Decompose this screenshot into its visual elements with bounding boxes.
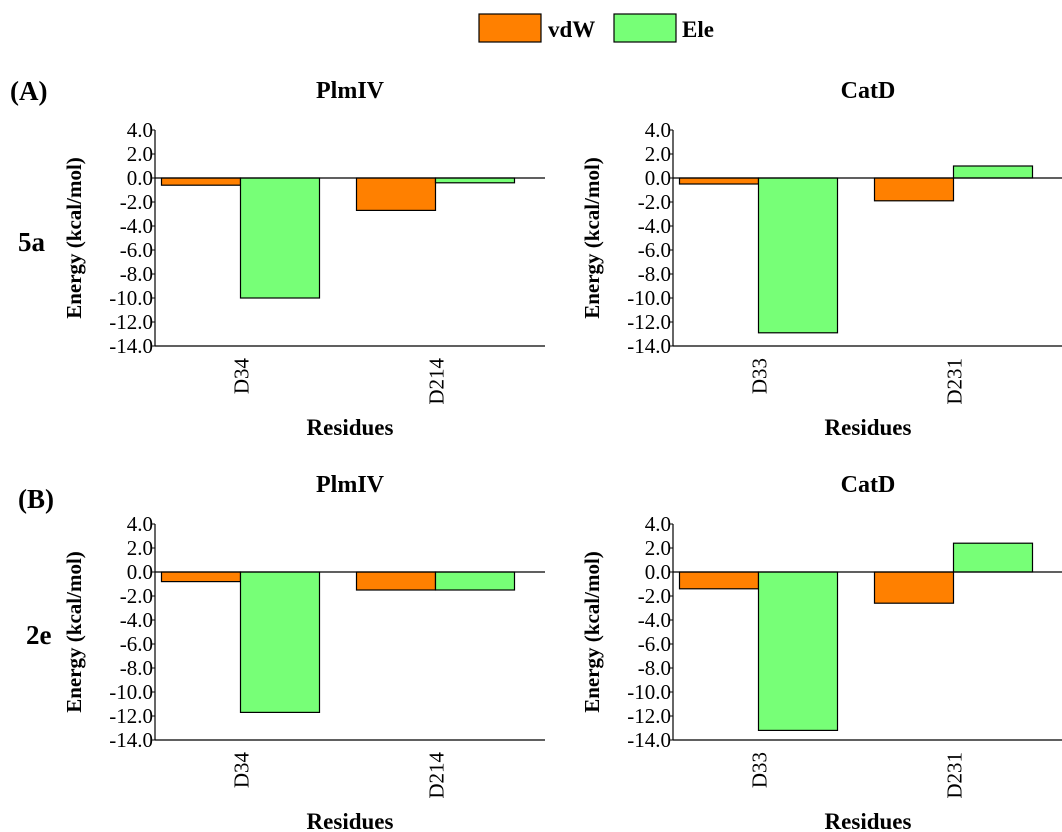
chart-title: CatD <box>841 78 896 104</box>
bar-ele-d33 <box>757 571 839 731</box>
x-tick-label: D34 <box>230 752 254 789</box>
bar-ele-d214 <box>434 177 516 184</box>
bar-ele-d214 <box>434 571 516 591</box>
y-tick-label: -8.0 <box>638 656 671 680</box>
y-tick-label: 0.0 <box>645 560 671 584</box>
x-tick-label: D34 <box>230 358 254 395</box>
bar-vdw-d33 <box>678 177 760 185</box>
legend-swatch-vdw <box>478 13 542 43</box>
y-tick-label: -14.0 <box>627 334 671 358</box>
x-axis-label: Residues <box>825 809 912 832</box>
y-tick-label: -8.0 <box>120 656 153 680</box>
y-tick-label: -2.0 <box>638 190 671 214</box>
y-tick-label: -12.0 <box>109 310 153 334</box>
x-tick-label: D231 <box>943 752 967 799</box>
legend: vdW Ele <box>478 13 714 43</box>
y-tick-label: 0.0 <box>127 560 153 584</box>
y-tick-label: 0.0 <box>645 166 671 190</box>
y-tick-label: -4.0 <box>638 214 671 238</box>
y-axis-label: Energy (kcal/mol) <box>62 157 86 319</box>
y-tick-label: 2.0 <box>127 142 153 166</box>
ligand-label-2e: 2e <box>26 620 52 650</box>
y-tick-label: -10.0 <box>627 286 671 310</box>
y-tick-label: -8.0 <box>638 262 671 286</box>
bar-ele-d34 <box>239 571 321 713</box>
chart-5a-catd: CatD 4.02.00.0-2.0-4.0-6.0-8.0-10.0-12.0-… <box>580 78 1062 440</box>
y-tick-label: -14.0 <box>627 728 671 752</box>
bar-vdw-d214 <box>355 571 437 591</box>
x-tick-label: D33 <box>748 358 772 394</box>
y-tick-label: -10.0 <box>627 680 671 704</box>
ligand-label-5a: 5a <box>18 227 46 257</box>
y-tick-label: -8.0 <box>120 262 153 286</box>
bar-ele-d33 <box>757 177 839 334</box>
legend-label-vdw: vdW <box>548 17 595 42</box>
bar-vdw-d231 <box>873 177 955 202</box>
y-axis-label: Energy (kcal/mol) <box>62 551 86 713</box>
panel-label-a: (A) <box>10 76 47 106</box>
y-tick-label: 0.0 <box>127 166 153 190</box>
x-tick-label: D33 <box>748 752 772 788</box>
bar-ele-d231 <box>952 542 1034 573</box>
y-tick-label: 2.0 <box>645 142 671 166</box>
bar-vdw-d34 <box>160 571 242 583</box>
bar-vdw-d33 <box>678 571 760 590</box>
y-tick-label: -10.0 <box>109 680 153 704</box>
y-tick-label: -4.0 <box>120 214 153 238</box>
chart-2e-plmiv: PlmIV 4.02.00.0-2.0-4.0-6.0-8.0-10.0-12.0… <box>62 472 545 832</box>
chart-title: CatD <box>841 472 896 498</box>
y-tick-label: -12.0 <box>627 704 671 728</box>
y-tick-label: -12.0 <box>627 310 671 334</box>
x-tick-label: D231 <box>943 358 967 405</box>
chart-2e-catd: CatD 4.02.00.0-2.0-4.0-6.0-8.0-10.0-12.0-… <box>580 472 1062 832</box>
y-axis-label: Energy (kcal/mol) <box>580 157 604 319</box>
y-axis-label: Energy (kcal/mol) <box>580 551 604 713</box>
y-tick-label: 4.0 <box>645 512 671 536</box>
y-tick-label: 2.0 <box>645 536 671 560</box>
y-tick-label: -12.0 <box>109 704 153 728</box>
chart-title: PlmIV <box>316 472 385 498</box>
legend-label-ele: Ele <box>682 17 714 42</box>
x-tick-label: D214 <box>425 752 449 799</box>
bar-ele-d231 <box>952 165 1034 179</box>
y-tick-label: 4.0 <box>645 118 671 142</box>
bar-vdw-d231 <box>873 571 955 604</box>
x-axis-label: Residues <box>307 809 394 832</box>
y-tick-label: -2.0 <box>638 584 671 608</box>
y-tick-label: -6.0 <box>120 238 153 262</box>
y-tick-label: -6.0 <box>638 632 671 656</box>
y-tick-label: 4.0 <box>127 118 153 142</box>
bar-vdw-d34 <box>160 177 242 186</box>
y-tick-label: -14.0 <box>109 728 153 752</box>
y-tick-label: -6.0 <box>120 632 153 656</box>
bar-ele-d34 <box>239 177 321 299</box>
y-tick-label: -2.0 <box>120 584 153 608</box>
y-tick-label: -2.0 <box>120 190 153 214</box>
y-tick-label: -4.0 <box>120 608 153 632</box>
y-tick-label: -4.0 <box>638 608 671 632</box>
legend-swatch-ele <box>613 13 677 43</box>
y-tick-label: -14.0 <box>109 334 153 358</box>
y-tick-label: -6.0 <box>638 238 671 262</box>
chart-5a-plmiv: PlmIV 4.02.00.0-2.0-4.0-6.0-8.0-10.0-12.0… <box>62 78 545 440</box>
panel-label-b: (B) <box>18 484 54 514</box>
x-axis-label: Residues <box>825 415 912 440</box>
chart-title: PlmIV <box>316 78 385 104</box>
y-tick-label: 2.0 <box>127 536 153 560</box>
y-tick-label: -10.0 <box>109 286 153 310</box>
y-tick-label: 4.0 <box>127 512 153 536</box>
bar-vdw-d214 <box>355 177 437 212</box>
x-tick-label: D214 <box>425 358 449 405</box>
x-axis-label: Residues <box>307 415 394 440</box>
